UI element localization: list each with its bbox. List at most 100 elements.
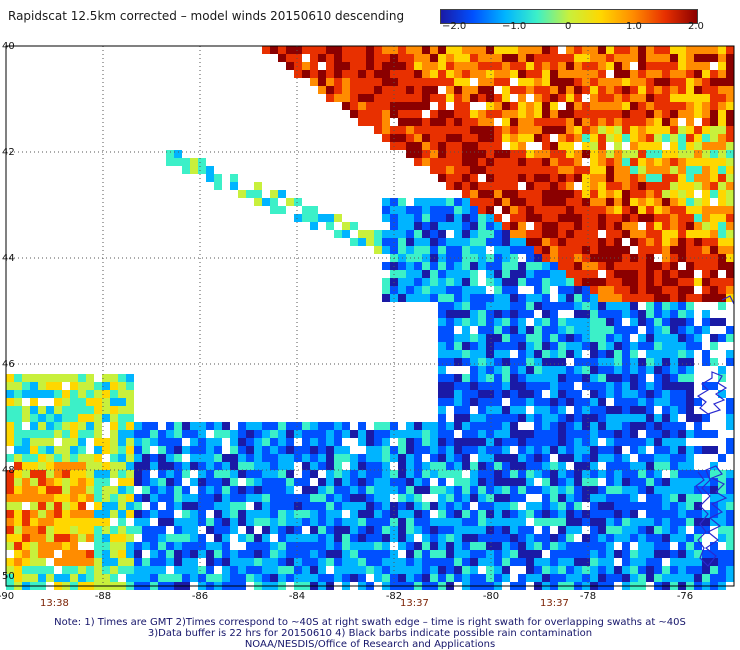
wind-cell bbox=[518, 142, 526, 150]
wind-cell bbox=[630, 398, 638, 406]
wind-cell bbox=[622, 366, 630, 374]
wind-cell bbox=[638, 166, 646, 174]
wind-cell bbox=[558, 502, 566, 510]
wind-cell bbox=[558, 574, 566, 582]
wind-cell bbox=[430, 574, 438, 582]
wind-cell bbox=[566, 414, 574, 422]
wind-cell bbox=[726, 270, 734, 278]
wind-cell bbox=[710, 46, 718, 54]
wind-cell bbox=[406, 558, 414, 566]
wind-cell bbox=[182, 422, 190, 430]
wind-cell bbox=[542, 350, 550, 358]
wind-cell bbox=[550, 70, 558, 78]
wind-cell bbox=[206, 446, 214, 454]
wind-cell bbox=[670, 262, 678, 270]
wind-cell bbox=[478, 246, 486, 254]
wind-cell bbox=[86, 470, 94, 478]
wind-cell bbox=[662, 310, 670, 318]
wind-cell bbox=[86, 534, 94, 542]
wind-cell bbox=[502, 262, 510, 270]
wind-cell bbox=[78, 494, 86, 502]
wind-cell bbox=[118, 430, 126, 438]
wind-cell bbox=[662, 342, 670, 350]
wind-cell bbox=[686, 62, 694, 70]
wind-cell bbox=[726, 118, 734, 126]
wind-cell bbox=[534, 118, 542, 126]
wind-cell bbox=[398, 558, 406, 566]
wind-cell bbox=[382, 102, 390, 110]
wind-cell bbox=[126, 542, 134, 550]
wind-cell bbox=[726, 518, 734, 526]
wind-cell bbox=[446, 526, 454, 534]
wind-cell bbox=[62, 406, 70, 414]
wind-cell bbox=[526, 158, 534, 166]
wind-cell bbox=[558, 78, 566, 86]
wind-cell bbox=[406, 110, 414, 118]
wind-cell bbox=[22, 526, 30, 534]
wind-cell bbox=[542, 518, 550, 526]
wind-cell bbox=[110, 414, 118, 422]
wind-cell bbox=[254, 462, 262, 470]
wind-cell bbox=[46, 534, 54, 542]
wind-cell bbox=[190, 558, 198, 566]
wind-cell bbox=[518, 542, 526, 550]
wind-cell bbox=[334, 566, 342, 574]
wind-cell bbox=[494, 350, 502, 358]
wind-cell bbox=[422, 526, 430, 534]
wind-cell bbox=[582, 238, 590, 246]
wind-cell bbox=[630, 574, 638, 582]
wind-cell bbox=[302, 502, 310, 510]
wind-cell bbox=[70, 422, 78, 430]
wind-cell bbox=[494, 446, 502, 454]
wind-cell bbox=[606, 550, 614, 558]
wind-cell bbox=[558, 366, 566, 374]
wind-cell bbox=[78, 454, 86, 462]
wind-cell bbox=[374, 230, 382, 238]
wind-cell bbox=[454, 78, 462, 86]
wind-cell bbox=[534, 110, 542, 118]
wind-cell bbox=[718, 102, 726, 110]
wind-cell bbox=[486, 214, 494, 222]
wind-cell bbox=[590, 382, 598, 390]
wind-cell bbox=[214, 478, 222, 486]
wind-cell bbox=[174, 550, 182, 558]
wind-cell bbox=[262, 510, 270, 518]
wind-cell bbox=[566, 78, 574, 86]
wind-cell bbox=[398, 278, 406, 286]
wind-cell bbox=[446, 166, 454, 174]
wind-cell bbox=[638, 198, 646, 206]
wind-cell bbox=[278, 438, 286, 446]
wind-cell bbox=[302, 470, 310, 478]
wind-cell bbox=[646, 574, 654, 582]
wind-cell bbox=[470, 198, 478, 206]
wind-cell bbox=[286, 198, 294, 206]
wind-cell bbox=[334, 518, 342, 526]
wind-cell bbox=[662, 478, 670, 486]
wind-cell bbox=[638, 518, 646, 526]
wind-cell bbox=[118, 446, 126, 454]
wind-cell bbox=[438, 54, 446, 62]
wind-cell bbox=[118, 526, 126, 534]
wind-cell bbox=[534, 510, 542, 518]
wind-cell bbox=[598, 134, 606, 142]
wind-cell bbox=[454, 102, 462, 110]
wind-cell bbox=[190, 158, 198, 166]
wind-cell bbox=[638, 142, 646, 150]
wind-cell bbox=[350, 558, 358, 566]
wind-cell bbox=[470, 550, 478, 558]
wind-cell bbox=[430, 166, 438, 174]
wind-cell bbox=[654, 366, 662, 374]
wind-cell bbox=[478, 110, 486, 118]
wind-cell bbox=[190, 542, 198, 550]
wind-cell bbox=[694, 518, 702, 526]
wind-cell bbox=[710, 382, 718, 390]
wind-cell bbox=[358, 486, 366, 494]
wind-cell bbox=[78, 550, 86, 558]
wind-cell bbox=[694, 54, 702, 62]
wind-cell bbox=[542, 198, 550, 206]
wind-cell bbox=[430, 70, 438, 78]
wind-cell bbox=[606, 342, 614, 350]
wind-cell bbox=[374, 502, 382, 510]
wind-cell bbox=[726, 62, 734, 70]
wind-cell bbox=[510, 134, 518, 142]
